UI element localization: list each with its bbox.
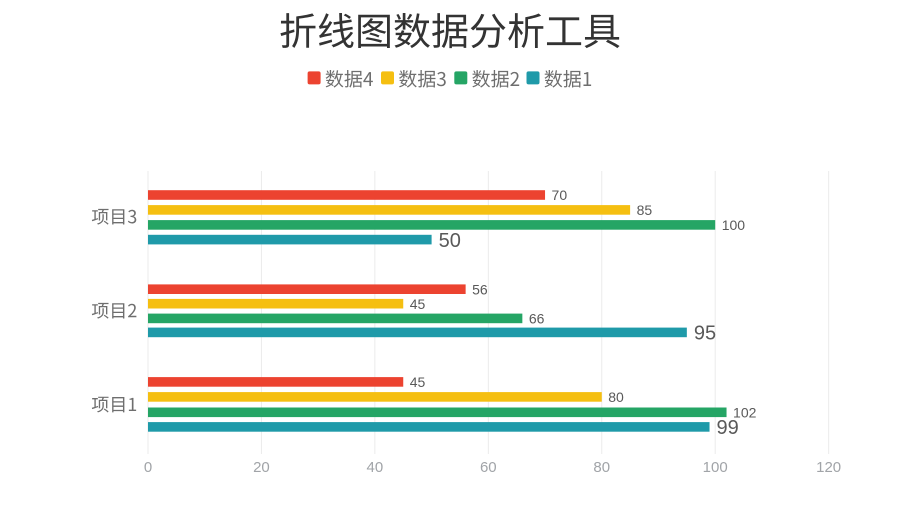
svg-text:45: 45 — [410, 296, 426, 312]
svg-text:60: 60 — [480, 459, 497, 476]
svg-text:100: 100 — [703, 459, 728, 476]
svg-text:100: 100 — [722, 217, 746, 233]
svg-text:85: 85 — [637, 202, 653, 218]
svg-text:80: 80 — [608, 389, 624, 405]
svg-text:99: 99 — [717, 417, 739, 439]
svg-text:0: 0 — [144, 459, 152, 476]
svg-text:56: 56 — [472, 281, 488, 297]
svg-text:20: 20 — [253, 459, 270, 476]
svg-text:70: 70 — [552, 187, 568, 203]
svg-text:50: 50 — [439, 230, 461, 252]
svg-text:80: 80 — [593, 459, 610, 476]
svg-text:40: 40 — [367, 459, 384, 476]
svg-text:120: 120 — [816, 459, 841, 476]
svg-text:95: 95 — [694, 323, 716, 345]
svg-text:45: 45 — [410, 374, 426, 390]
svg-text:66: 66 — [529, 311, 545, 327]
svg-text:102: 102 — [733, 405, 757, 421]
